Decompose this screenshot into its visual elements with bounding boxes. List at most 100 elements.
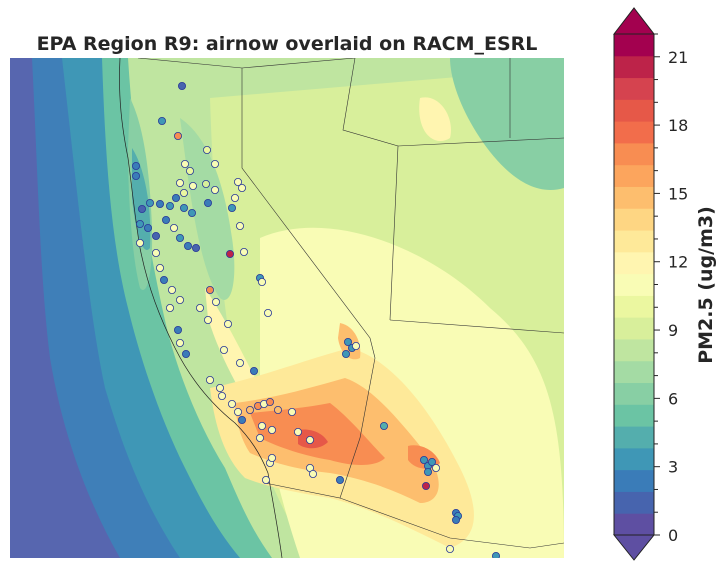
colorbar-segment bbox=[614, 230, 654, 253]
colorbar-tick-label: 3 bbox=[668, 458, 678, 477]
observation-site-marker bbox=[210, 160, 219, 169]
observation-site-marker bbox=[293, 427, 302, 436]
state-borders bbox=[137, 58, 564, 549]
observation-site-marker bbox=[255, 433, 264, 442]
observation-site-marker bbox=[195, 303, 204, 312]
observation-site-marker bbox=[177, 81, 186, 90]
observation-site-marker bbox=[179, 188, 188, 197]
observation-site-marker bbox=[223, 319, 232, 328]
observation-site-marker bbox=[151, 231, 160, 240]
observation-site-marker bbox=[175, 233, 184, 242]
colorbar-segment bbox=[614, 121, 654, 144]
observation-site-marker bbox=[233, 407, 242, 416]
observation-site-marker bbox=[427, 457, 436, 466]
observation-site-marker bbox=[155, 263, 164, 272]
colorbar-segment bbox=[614, 469, 654, 492]
observation-site-marker bbox=[157, 117, 166, 126]
colorbar: 0 3 6 9 12 15 18 21 PM2.5 (ug/m3) bbox=[612, 7, 717, 561]
observation-site-marker bbox=[167, 285, 176, 294]
observation-site-marker bbox=[245, 405, 254, 414]
map-title: EPA Region R9: airnow overlaid on RACM_E… bbox=[36, 33, 538, 55]
colorbar-tick-label: 21 bbox=[668, 48, 688, 67]
colorbar-segment bbox=[614, 77, 654, 100]
observation-site-marker bbox=[492, 552, 500, 558]
sierra-green-zone bbox=[180, 118, 235, 300]
observation-site-marker bbox=[267, 425, 276, 434]
observation-site-marker bbox=[136, 219, 145, 228]
north-green-zone bbox=[450, 58, 564, 190]
colorbar-segment bbox=[614, 208, 654, 231]
observation-site-marker bbox=[335, 475, 344, 484]
observation-site-marker bbox=[445, 544, 454, 553]
colorbar-segment bbox=[614, 251, 654, 275]
observation-site-marker bbox=[379, 421, 388, 430]
colorbar-segment bbox=[614, 34, 654, 57]
colorbar-extend-max bbox=[612, 7, 656, 35]
border-or-ca bbox=[137, 58, 243, 69]
observation-site-marker bbox=[211, 297, 220, 306]
colorbar-tick-label: 0 bbox=[668, 526, 678, 545]
colorbar-segment bbox=[614, 273, 654, 296]
observation-site-marker bbox=[165, 303, 174, 312]
observation-site-marker bbox=[239, 247, 248, 256]
observation-site-marker bbox=[308, 469, 317, 478]
observation-site-marker bbox=[227, 399, 236, 408]
observation-site-marker bbox=[233, 178, 242, 187]
observation-site-marker bbox=[343, 337, 352, 346]
observation-site-marker bbox=[169, 223, 178, 232]
observation-site-marker bbox=[341, 349, 350, 358]
colorbar-tick-label: 9 bbox=[668, 321, 678, 340]
observation-site-marker bbox=[451, 515, 460, 524]
observation-site-marker bbox=[171, 193, 180, 202]
observation-site-marker bbox=[143, 223, 152, 232]
colorbar-tick-label: 12 bbox=[668, 253, 688, 272]
colorbar-tick-label: 15 bbox=[668, 184, 688, 203]
colorbar-segment bbox=[614, 426, 654, 449]
observation-site-marker bbox=[151, 248, 160, 257]
observation-site-marker bbox=[305, 435, 314, 444]
colorbar-segment bbox=[614, 317, 654, 340]
pm25-map bbox=[10, 58, 564, 558]
colorbar-segment bbox=[614, 513, 654, 536]
observation-site-marker bbox=[185, 167, 194, 176]
colorbar-segment bbox=[614, 164, 654, 187]
observation-site-marker bbox=[173, 132, 182, 141]
observation-site-marker bbox=[287, 407, 296, 416]
observation-site-marker bbox=[132, 172, 141, 181]
observation-site-marker bbox=[136, 238, 145, 247]
east-haze bbox=[419, 97, 451, 142]
observation-site-marker bbox=[225, 249, 234, 258]
observation-site-marker bbox=[165, 201, 174, 210]
colorbar-tick-label: 6 bbox=[668, 389, 678, 408]
observation-site-marker bbox=[175, 179, 184, 188]
observation-site-marker bbox=[180, 160, 189, 169]
observation-site-marker bbox=[351, 341, 360, 350]
observation-site-marker bbox=[227, 203, 236, 212]
observation-site-marker bbox=[201, 180, 210, 189]
observation-sites bbox=[132, 81, 500, 558]
observation-site-marker bbox=[175, 338, 184, 347]
colorbar-segment bbox=[614, 360, 654, 384]
observation-site-marker bbox=[132, 162, 141, 171]
colorbar-tick-label: 18 bbox=[668, 116, 688, 135]
observation-site-marker bbox=[173, 325, 182, 334]
colorbar-segment bbox=[614, 99, 654, 122]
observation-site-marker bbox=[261, 475, 270, 484]
border-or-id bbox=[241, 58, 356, 69]
observation-site-marker bbox=[203, 315, 212, 324]
observation-site-marker bbox=[181, 349, 190, 358]
observation-site-marker bbox=[179, 203, 188, 212]
border-nv-ut bbox=[342, 58, 399, 321]
observation-site-marker bbox=[175, 295, 184, 304]
observation-site-marker bbox=[183, 241, 192, 250]
observation-site-marker bbox=[265, 397, 274, 406]
observation-site-marker bbox=[421, 481, 430, 490]
colorbar-segment bbox=[614, 491, 654, 514]
colorbar-segment bbox=[614, 382, 654, 405]
observation-site-marker bbox=[217, 391, 226, 400]
colorbar-segment bbox=[614, 142, 654, 166]
colorbar-segment bbox=[614, 404, 654, 427]
colorbar-segment bbox=[614, 55, 654, 79]
observation-site-marker bbox=[219, 345, 228, 354]
observation-site-marker bbox=[237, 184, 246, 193]
